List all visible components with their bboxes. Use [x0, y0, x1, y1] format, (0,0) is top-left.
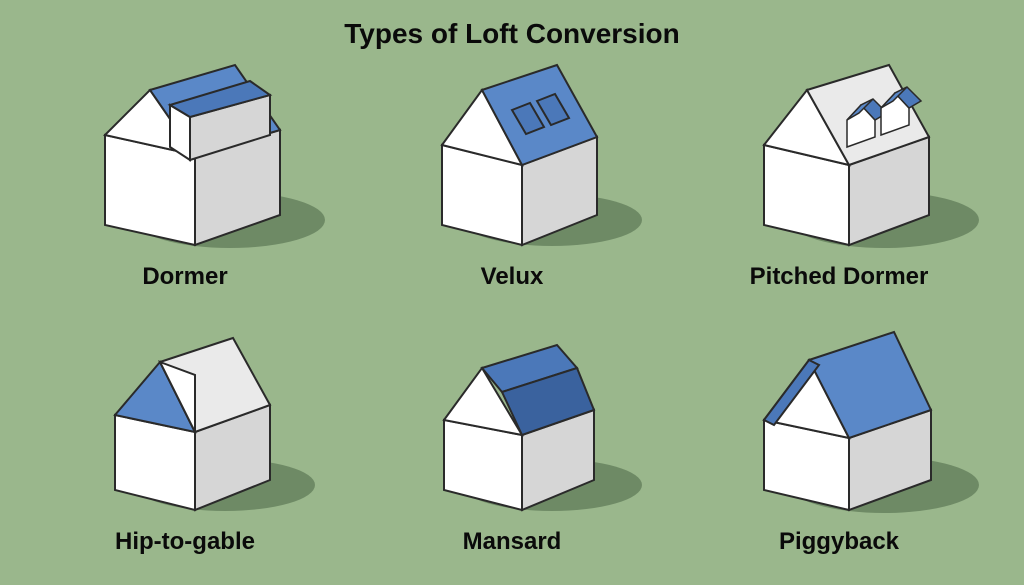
item-pitched-dormer: Pitched Dormer — [679, 55, 999, 291]
dormer-icon — [45, 55, 325, 255]
label-velux: Velux — [352, 263, 672, 291]
piggyback-icon — [699, 320, 979, 520]
item-mansard: Mansard — [352, 320, 672, 556]
item-hip-to-gable: Hip-to-gable — [25, 320, 345, 556]
velux-icon — [372, 55, 652, 255]
item-dormer: Dormer — [25, 55, 345, 291]
label-hip-to-gable: Hip-to-gable — [25, 528, 345, 556]
hip-to-gable-icon — [45, 320, 325, 520]
item-velux: Velux — [352, 55, 672, 291]
label-pitched-dormer: Pitched Dormer — [679, 263, 999, 291]
pitched-dormer-icon — [699, 55, 979, 255]
mansard-icon — [372, 320, 652, 520]
item-piggyback: Piggyback — [679, 320, 999, 556]
label-dormer: Dormer — [25, 263, 345, 291]
label-mansard: Mansard — [352, 528, 672, 556]
label-piggyback: Piggyback — [679, 528, 999, 556]
page-title: Types of Loft Conversion — [0, 18, 1024, 50]
